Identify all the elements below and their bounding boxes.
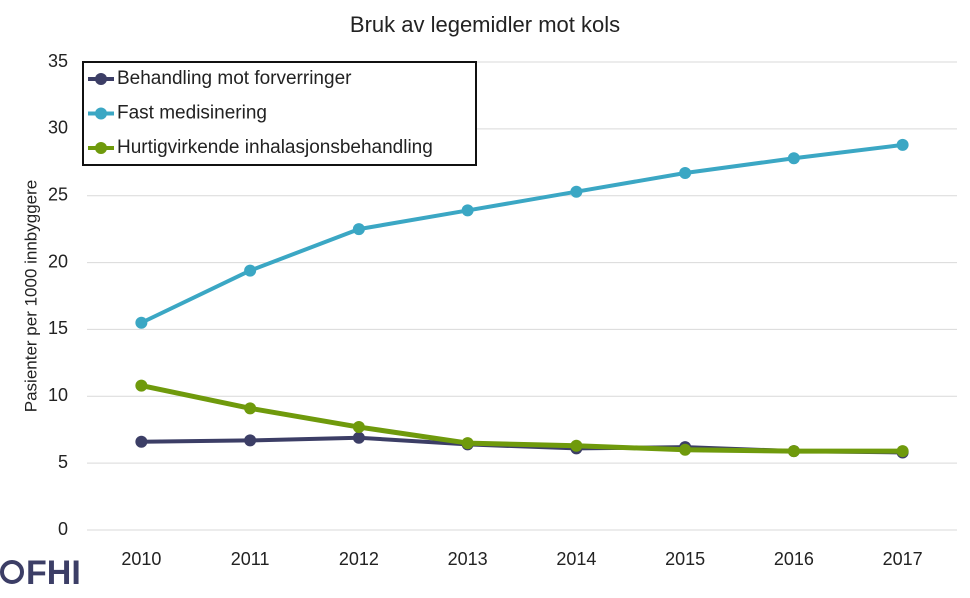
legend-marker bbox=[95, 107, 107, 120]
y-tick-label: 10 bbox=[48, 385, 68, 405]
y-tick-label: 20 bbox=[48, 251, 68, 271]
chart-title: Bruk av legemidler mot kols bbox=[350, 12, 620, 37]
series bbox=[135, 138, 909, 329]
data-point bbox=[896, 138, 909, 151]
x-tick-label: 2013 bbox=[448, 549, 488, 569]
y-tick-label: 35 bbox=[48, 51, 68, 71]
series-line bbox=[140, 142, 903, 325]
legend-label: Fast medisinering bbox=[117, 103, 267, 124]
data-point bbox=[244, 264, 257, 277]
data-point bbox=[244, 434, 257, 447]
x-tick-label: 2016 bbox=[774, 549, 814, 569]
x-tick-label: 2015 bbox=[665, 549, 705, 569]
y-tick-label: 5 bbox=[58, 452, 68, 472]
data-point bbox=[135, 316, 148, 329]
y-tick-label: 25 bbox=[48, 184, 68, 204]
x-tick-label: 2014 bbox=[556, 549, 596, 569]
data-point bbox=[679, 443, 692, 456]
x-tick-label: 2012 bbox=[339, 549, 379, 569]
logo-icon bbox=[0, 560, 24, 584]
data-point bbox=[135, 379, 148, 392]
legend: Behandling mot forverringer Fast medisine… bbox=[82, 61, 477, 166]
legend-label: Behandling mot forverringer bbox=[117, 68, 352, 89]
data-point bbox=[135, 435, 148, 448]
data-point bbox=[352, 223, 365, 236]
data-point bbox=[787, 152, 800, 165]
data-point bbox=[787, 445, 800, 458]
x-tick-label: 2017 bbox=[883, 549, 923, 569]
x-tick-label: 2010 bbox=[121, 549, 161, 569]
x-tick-label: 2011 bbox=[231, 549, 270, 569]
y-tick-label: 15 bbox=[48, 318, 68, 338]
data-point bbox=[244, 402, 257, 415]
data-point bbox=[896, 445, 909, 458]
logo: FHI bbox=[0, 554, 81, 592]
data-point bbox=[461, 204, 474, 217]
series-line bbox=[140, 383, 903, 454]
data-point bbox=[461, 437, 474, 450]
data-point bbox=[352, 421, 365, 434]
legend-label: Hurtigvirkende inhalasjonsbehandling bbox=[117, 137, 433, 158]
y-axis-label: Pasienter per 1000 innbyggere bbox=[21, 180, 40, 413]
legend-marker bbox=[95, 142, 107, 154]
legend-marker bbox=[95, 73, 107, 85]
data-point bbox=[570, 185, 583, 198]
data-point bbox=[570, 439, 583, 452]
y-tick-label: 30 bbox=[48, 118, 68, 138]
series bbox=[135, 379, 909, 458]
logo-text: FHI bbox=[26, 554, 81, 592]
y-tick-label: 0 bbox=[58, 519, 68, 539]
data-point bbox=[352, 431, 365, 444]
legend-box bbox=[82, 61, 477, 166]
data-point bbox=[679, 166, 692, 179]
